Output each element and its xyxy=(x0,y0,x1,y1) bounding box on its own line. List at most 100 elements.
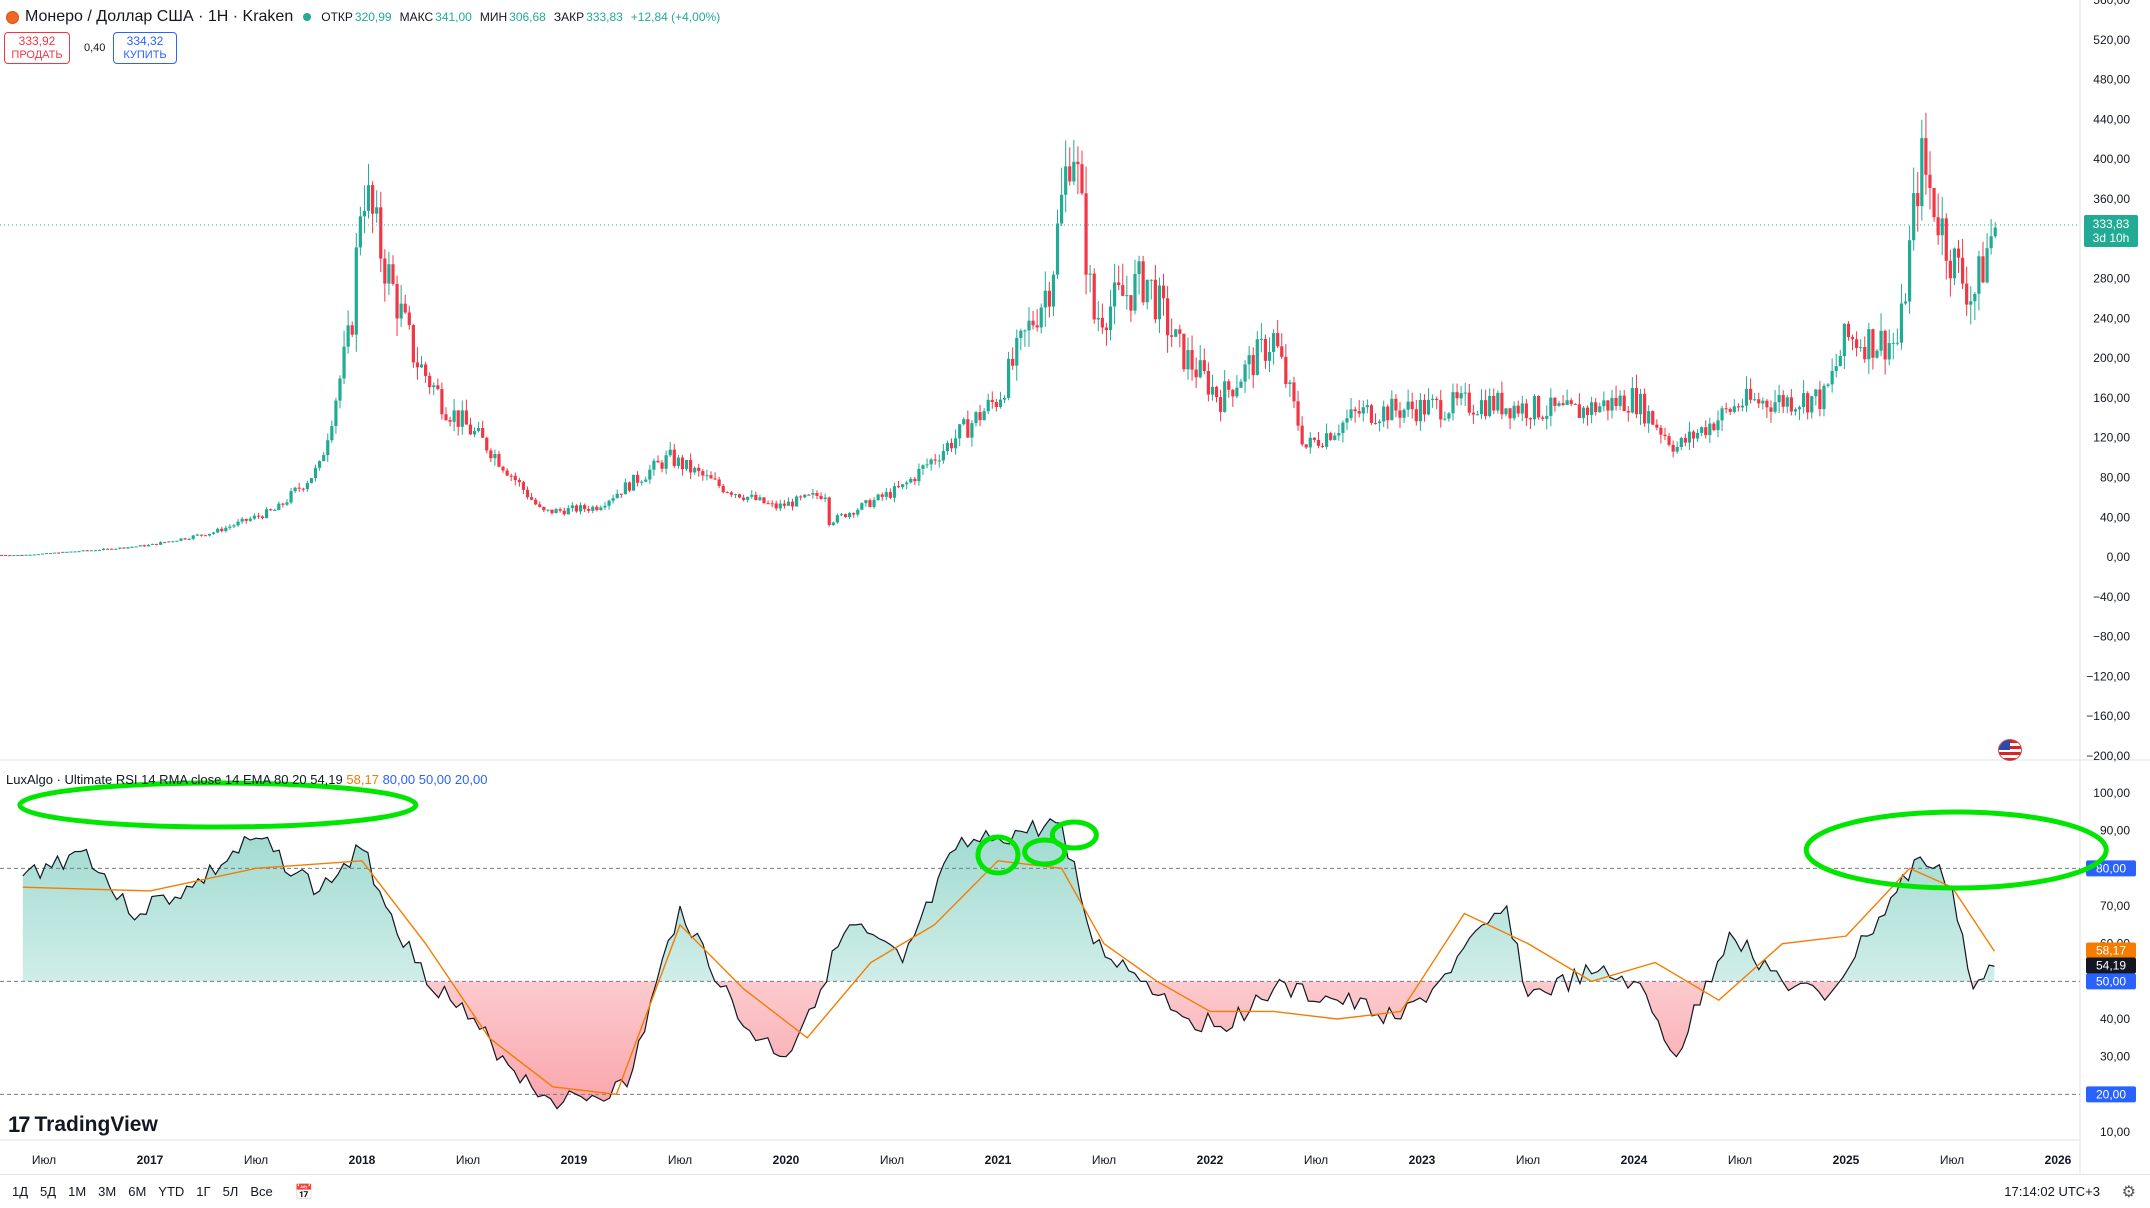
candle-body xyxy=(1320,445,1325,447)
candle-body xyxy=(1117,282,1121,286)
candle-body xyxy=(260,516,265,519)
candle-body xyxy=(1263,338,1268,361)
candle-body xyxy=(668,449,672,456)
candle-body xyxy=(1137,261,1141,274)
timeframe-6m[interactable]: 6М xyxy=(128,1184,147,1199)
buy-button[interactable]: 334,32 КУПИТЬ xyxy=(113,32,177,64)
candle-body xyxy=(1781,395,1785,407)
candle-body xyxy=(1426,399,1431,415)
symbol-title[interactable]: Монеро / Доллар США · 1H · Kraken xyxy=(25,8,294,25)
candle-body xyxy=(477,428,481,431)
candle-body xyxy=(958,424,962,439)
rsi-badge-orange xyxy=(2086,942,2136,959)
candle-body xyxy=(684,459,689,470)
candle-body xyxy=(122,547,126,549)
candle-body xyxy=(1675,446,1679,452)
candle-body xyxy=(627,482,632,491)
annotation-ellipse-2[interactable] xyxy=(975,834,1021,876)
candle-body xyxy=(256,515,261,517)
candle-body xyxy=(277,503,281,510)
candle-body xyxy=(970,423,974,438)
candle-body xyxy=(990,399,994,403)
candle-body xyxy=(1920,138,1924,207)
candle-body xyxy=(758,497,762,500)
candle-body xyxy=(428,375,432,388)
candle-body xyxy=(142,545,146,547)
candle-body xyxy=(1214,386,1219,398)
candle-body xyxy=(195,534,199,536)
candle-body xyxy=(318,461,322,468)
candle-body xyxy=(1924,138,1928,175)
candle-body xyxy=(672,449,676,466)
tradingview-logo[interactable]: 17 TradingView xyxy=(8,1112,158,1138)
candle-body xyxy=(1883,330,1887,360)
candle-body xyxy=(656,460,660,463)
candle-body xyxy=(709,475,713,479)
candle-body xyxy=(138,545,142,547)
indicator-legend[interactable]: LuxAlgo · Ultimate RSI 14 RMA close 14 E… xyxy=(6,772,487,787)
us-flag-icon[interactable] xyxy=(1998,739,2022,761)
candle-body xyxy=(1227,381,1231,390)
candle-body xyxy=(460,410,464,427)
annotation-ellipse-1[interactable] xyxy=(17,780,419,830)
open-value: 320,99 xyxy=(354,10,392,24)
price-axis-tick: 0,00 xyxy=(2107,550,2131,564)
annotation-ellipse-3[interactable] xyxy=(1022,837,1068,867)
timeframe-1m[interactable]: 1М xyxy=(68,1184,87,1199)
candle-body xyxy=(640,481,644,483)
candle-body xyxy=(1243,364,1247,382)
time-axis-label: 2025 xyxy=(1833,1153,1860,1167)
candle-body xyxy=(1345,418,1349,423)
indicator-name[interactable]: LuxAlgo · Ultimate RSI 14 RMA close 14 E… xyxy=(6,772,307,787)
candle-body xyxy=(73,551,77,553)
candle-body xyxy=(1846,323,1851,338)
candle-body xyxy=(636,474,640,483)
close-label: ЗАКР xyxy=(553,10,585,24)
timeframe-1d[interactable]: 1Д xyxy=(12,1184,29,1199)
candle-body xyxy=(1068,166,1072,182)
timeframe-3m[interactable]: 3М xyxy=(98,1184,117,1199)
time-axis-label: Июл xyxy=(456,1153,480,1167)
timeframe-5y[interactable]: 5Л xyxy=(222,1184,239,1199)
candle-body xyxy=(1308,437,1312,448)
timeframe-ytd[interactable]: YTD xyxy=(158,1184,185,1199)
candle-body xyxy=(1573,403,1577,405)
candle-body xyxy=(305,483,309,490)
candle-body xyxy=(1696,432,1700,439)
candle-body xyxy=(864,500,868,504)
candle-body xyxy=(81,550,85,552)
candle-body xyxy=(1806,393,1810,413)
candle-body xyxy=(57,552,61,554)
timeframe-5d[interactable]: 5Д xyxy=(40,1184,57,1199)
gear-icon[interactable]: ⚙ xyxy=(2121,1184,2136,1201)
candle-body xyxy=(843,514,848,518)
candle-body xyxy=(795,496,799,507)
annotation-ellipse-4[interactable] xyxy=(1049,819,1099,851)
candle-body xyxy=(1272,333,1276,352)
price-axis-tick: 280,00 xyxy=(2093,272,2130,286)
timeframe-1y[interactable]: 1Г xyxy=(196,1184,211,1199)
candle-body xyxy=(1304,444,1308,448)
annotation-ellipse-5[interactable] xyxy=(1803,809,2109,891)
candle-body xyxy=(383,258,387,284)
time-axis-label: 2024 xyxy=(1621,1153,1648,1167)
sell-button[interactable]: 333,92 ПРОДАТЬ xyxy=(4,32,70,64)
candle-body xyxy=(452,410,456,422)
calendar-icon[interactable]: 📅 xyxy=(294,1183,314,1201)
chart-canvas[interactable]: 560,00 520,00 480,00 440,00 400,00 360,00 320,… xyxy=(0,0,2150,1174)
candle-body xyxy=(220,528,224,532)
candle-body xyxy=(574,505,579,512)
candle-body xyxy=(1463,392,1467,394)
time-axis-label: Июл xyxy=(1940,1153,1964,1167)
candle-body xyxy=(1170,335,1174,337)
indicator-value-50: 50,00 xyxy=(418,772,452,787)
sell-price: 333,92 xyxy=(18,34,56,48)
candle-body xyxy=(53,552,57,554)
timeframe-all[interactable]: Все xyxy=(250,1184,273,1199)
candle-body xyxy=(1092,273,1096,320)
clock[interactable]: 17:14:02 UTC+3 xyxy=(2004,1184,2100,1199)
candle-body xyxy=(721,485,725,493)
candle-body xyxy=(154,543,159,545)
candle-body xyxy=(424,364,428,376)
price-axis-tick: 360,00 xyxy=(2093,192,2130,206)
